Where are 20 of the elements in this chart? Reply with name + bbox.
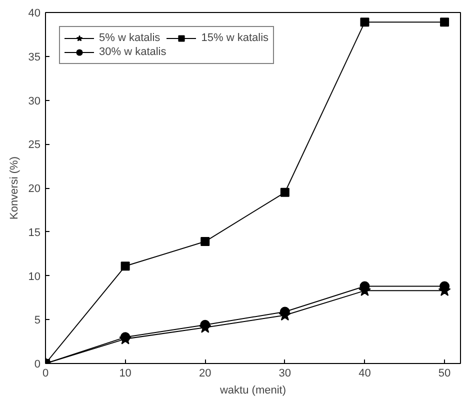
y-tick-label: 5 bbox=[34, 314, 41, 327]
y-axis-title: Konversi (%) bbox=[8, 156, 20, 220]
x-tick-label: 20 bbox=[199, 368, 212, 380]
x-tick-label: 50 bbox=[438, 368, 451, 380]
legend-label: 30% w katalis bbox=[99, 45, 166, 59]
y-tick-label: 0 bbox=[34, 358, 41, 370]
x-axis-title: waktu (menit) bbox=[218, 384, 286, 396]
legend-label: 5% w katalis bbox=[99, 31, 160, 45]
x-tick-label: 10 bbox=[119, 368, 132, 380]
y-tick-label: 30 bbox=[28, 95, 41, 108]
y-tick-label: 25 bbox=[28, 139, 41, 152]
x-tick-label: 40 bbox=[358, 368, 371, 380]
y-tick-label: 35 bbox=[28, 51, 41, 64]
y-tick-label: 10 bbox=[28, 270, 41, 283]
legend-label: 15% w katalis bbox=[201, 31, 269, 45]
y-tick-label: 40 bbox=[28, 8, 41, 20]
y-tick-label: 15 bbox=[28, 226, 41, 239]
x-tick-label: 0 bbox=[42, 368, 49, 380]
y-tick-label: 20 bbox=[28, 183, 41, 195]
x-tick-label: 30 bbox=[278, 368, 292, 380]
